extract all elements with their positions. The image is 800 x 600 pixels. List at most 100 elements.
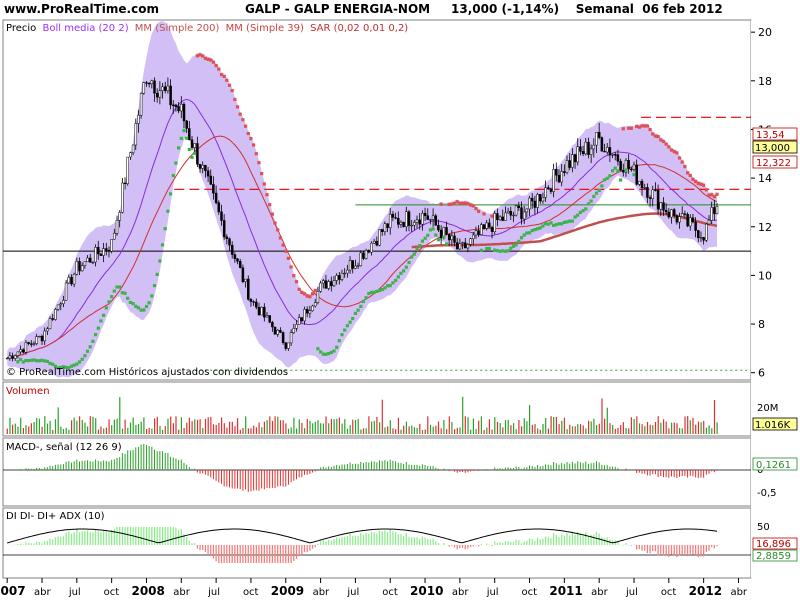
volume-bar: [574, 426, 576, 434]
volume-bar: [14, 423, 16, 434]
price-candle: [405, 211, 408, 227]
sar-dot: [292, 274, 296, 278]
sar-dot: [471, 204, 475, 208]
volume-bar: [628, 428, 630, 434]
x-tick-label: 2010: [410, 584, 443, 598]
sar-dot: [107, 300, 111, 304]
price-candle: [429, 219, 432, 221]
price-candle: [284, 342, 288, 349]
volume-bar: [328, 423, 330, 434]
volume-bar: [411, 425, 413, 434]
volume-bar: [408, 426, 410, 434]
volume-bar: [526, 421, 528, 434]
volume-bar: [207, 417, 209, 434]
sar-dot: [669, 148, 674, 152]
sar-dot: [190, 155, 194, 159]
price-candle: [94, 247, 97, 263]
dmi-value-box-2: [752, 549, 798, 562]
price-candle: [415, 219, 419, 223]
price-candle: [597, 132, 601, 138]
volume-bar: [395, 429, 397, 434]
sar-dot: [241, 118, 245, 122]
x-tick-label: oct: [104, 587, 120, 598]
sar-dot: [99, 319, 103, 323]
sar-dot: [611, 169, 615, 173]
sar-dot: [458, 201, 462, 205]
volume-bar: [317, 420, 319, 434]
volume-bar: [119, 397, 121, 434]
sar-dot: [627, 126, 631, 130]
sar-dot: [621, 127, 625, 131]
volume-bar: [84, 422, 86, 434]
volume-bar: [154, 418, 156, 434]
price-candle: [206, 170, 210, 177]
price-candle: [624, 160, 628, 173]
price-candle: [121, 182, 124, 213]
sar-dot: [324, 352, 328, 356]
sar-dot: [522, 233, 526, 237]
sar-dot: [514, 243, 518, 247]
sar-dot: [329, 350, 333, 355]
price-candle: [549, 188, 553, 192]
volume-bar: [360, 429, 362, 434]
price-candle: [538, 194, 542, 202]
volume-bar: [542, 424, 544, 434]
sar-dot: [24, 359, 28, 363]
price-candle: [247, 278, 250, 300]
volume-bar: [17, 426, 19, 434]
volume-bar: [221, 417, 223, 434]
site-name[interactable]: www.ProRealTime.com: [4, 2, 159, 16]
volume-bar: [167, 418, 169, 434]
volume-bar: [44, 416, 46, 434]
sar-dot: [592, 194, 596, 199]
sar-dot: [536, 227, 540, 231]
label-box-1354: [752, 127, 798, 141]
price-candle: [38, 335, 41, 338]
price-candle: [688, 217, 692, 227]
sar-dot: [289, 265, 293, 269]
sar-dot: [455, 200, 459, 204]
volume-bar: [196, 419, 199, 434]
sar-dot: [640, 124, 644, 128]
sar-dot: [110, 295, 114, 299]
price-candle: [517, 205, 521, 208]
volume-bar: [28, 426, 30, 434]
sar-dot: [648, 128, 652, 132]
volume-bar: [371, 421, 373, 434]
price-candle: [496, 213, 499, 221]
sar-dot: [19, 357, 23, 361]
volume-bar: [510, 425, 512, 434]
sar-dot: [635, 124, 639, 129]
volume-bar: [129, 422, 132, 434]
price-candle: [544, 187, 547, 198]
volume-bar: [486, 427, 488, 434]
price-candle: [372, 241, 376, 244]
sar-dot: [85, 349, 90, 353]
volume-bar: [365, 428, 367, 434]
sar-dot: [203, 56, 207, 60]
volume-bar: [446, 429, 448, 434]
sar-dot: [602, 178, 607, 182]
volume-bar: [140, 421, 142, 434]
sar-dot: [35, 359, 39, 363]
price-candle: [46, 328, 49, 332]
price-candle: [557, 174, 561, 183]
volume-bar: [71, 420, 73, 434]
legend-mm39: MM (Simple 39): [226, 23, 304, 34]
volume-bar: [368, 416, 370, 434]
sar-dot: [573, 215, 577, 219]
sar-dot: [672, 150, 676, 154]
volume-bar: [689, 420, 691, 434]
volume-bar: [462, 396, 464, 434]
volume-bar: [38, 418, 40, 434]
price-candle: [209, 175, 213, 185]
price-candle: [367, 250, 371, 253]
sar-dot: [77, 360, 82, 364]
volume-bar: [456, 427, 458, 434]
price-candle: [683, 213, 687, 215]
sar-dot: [450, 202, 454, 206]
price-candle: [169, 85, 172, 106]
volume-bar: [212, 424, 215, 434]
sar-dot: [83, 354, 87, 358]
sar-dot: [94, 333, 98, 337]
